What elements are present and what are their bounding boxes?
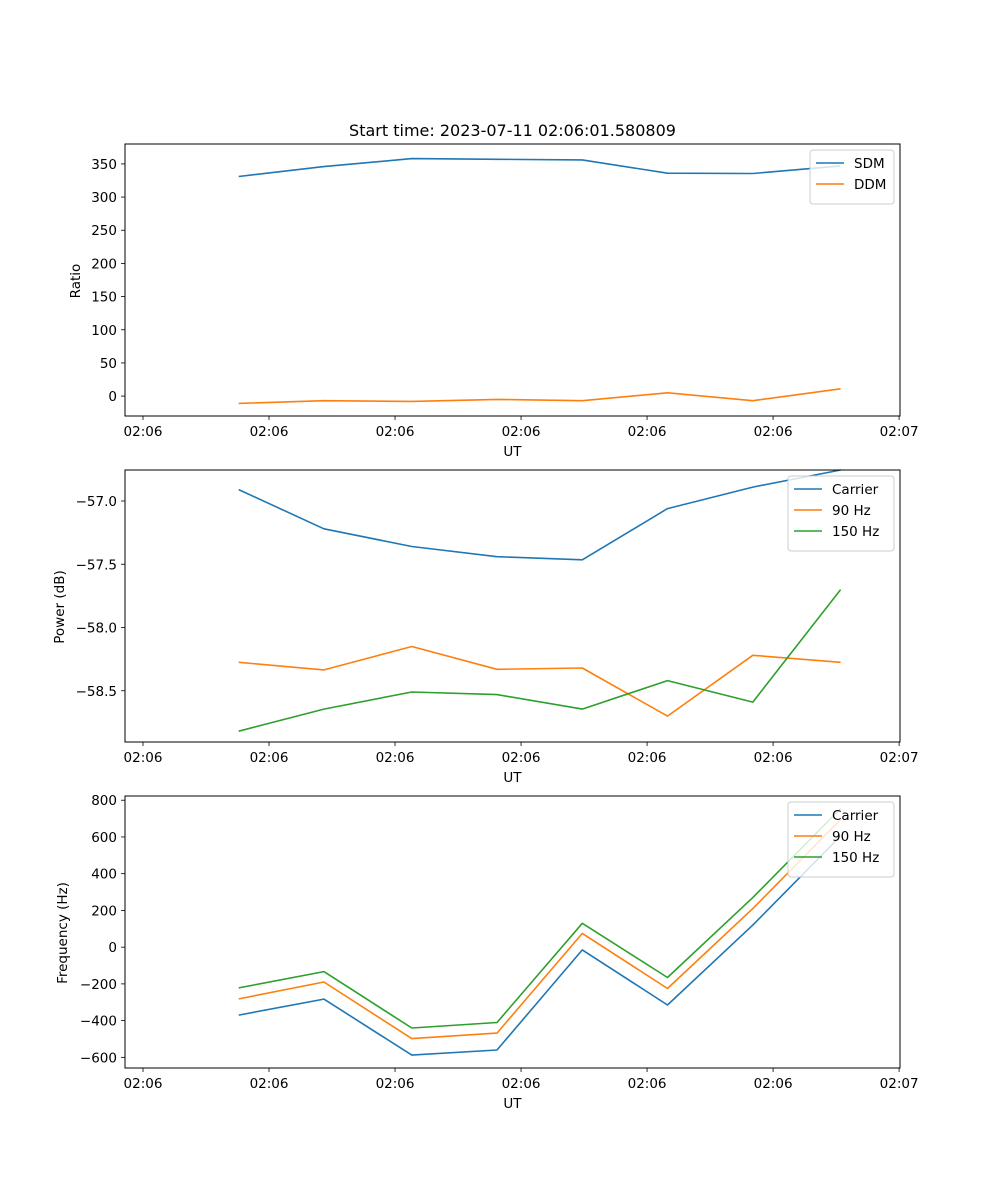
legend: Carrier 90 Hz 150 Hz (787, 475, 895, 552)
y-axis-label: Frequency (Hz) (55, 882, 71, 984)
x-tick-label: 02:06 (250, 1076, 289, 1092)
legend-label: Carrier (832, 808, 879, 824)
x-tick-label: 02:06 (628, 750, 667, 766)
series-line-90-hz (238, 818, 842, 1040)
x-tick-label: 02:06 (376, 424, 415, 440)
x-tick-label: 02:06 (124, 750, 163, 766)
y-tick-label: 200 (91, 256, 117, 272)
x-ticks: 02:06 02:06 02:06 02:06 02:06 02:06 02:07 (124, 416, 919, 440)
x-axis-label: UT (503, 1096, 522, 1112)
legend-box (787, 475, 895, 552)
x-tick-label: 02:06 (250, 750, 289, 766)
axes-frame (124, 143, 901, 417)
x-tick-label: 02:06 (502, 750, 541, 766)
x-tick-label: 02:07 (880, 750, 919, 766)
legend-label: Carrier (832, 482, 879, 498)
legend-label: DDM (854, 177, 886, 193)
y-tick-label: 100 (91, 323, 117, 339)
y-tick-label: 400 (91, 867, 117, 883)
legend-label: 150 Hz (832, 850, 879, 866)
x-tick-label: 02:06 (250, 424, 289, 440)
x-ticks: 02:06 02:06 02:06 02:06 02:06 02:06 02:07 (124, 1068, 919, 1092)
legend-label: 90 Hz (832, 829, 871, 845)
legend: SDM DDM (809, 149, 895, 205)
x-tick-label: 02:06 (124, 424, 163, 440)
legend-label: SDM (854, 156, 885, 172)
y-tick-label: 350 (91, 157, 117, 173)
y-axis-label: Power (dB) (52, 570, 68, 643)
series-line-carrier (238, 469, 841, 561)
x-tick-label: 02:06 (124, 1076, 163, 1092)
y-tick-label: −600 (80, 1050, 117, 1066)
series-line-90-hz (238, 645, 841, 717)
y-ticks: −600 −400 −200 0 200 400 600 800 (80, 793, 125, 1066)
y-axis-label: Ratio (68, 264, 84, 299)
series-layer (238, 157, 841, 405)
axes-frame (124, 795, 901, 1069)
panel-ratio: Start time: 2023-07-11 02:06:01.580809 U… (68, 121, 919, 460)
legend-box (787, 801, 895, 878)
y-tick-label: −57.0 (76, 494, 117, 510)
series-layer (238, 807, 842, 1056)
x-tick-label: 02:06 (754, 750, 793, 766)
x-tick-label: 02:06 (754, 424, 793, 440)
y-tick-label: −58.0 (76, 621, 117, 637)
x-tick-label: 02:06 (754, 1076, 793, 1092)
y-tick-label: 150 (91, 290, 117, 306)
y-tick-label: 0 (108, 940, 117, 956)
panel-frequency: UT Frequency (Hz) 02:06 02:06 02:06 02:06 02… (55, 793, 919, 1112)
y-tick-label: −57.5 (76, 557, 117, 573)
y-tick-label: 800 (91, 793, 117, 809)
series-line-carrier (238, 835, 842, 1056)
x-ticks: 02:06 02:06 02:06 02:06 02:06 02:06 02:07 (124, 742, 919, 766)
series-line-150-hz (238, 807, 842, 1029)
x-axis-label: UT (503, 770, 522, 786)
y-tick-label: 300 (91, 190, 117, 206)
x-tick-label: 02:06 (628, 1076, 667, 1092)
y-tick-label: −58.5 (76, 684, 117, 700)
x-tick-label: 02:06 (628, 424, 667, 440)
axes-frame (124, 469, 901, 743)
y-tick-label: 0 (108, 389, 117, 405)
y-tick-label: 600 (91, 830, 117, 846)
x-tick-label: 02:07 (880, 424, 919, 440)
x-tick-label: 02:06 (376, 1076, 415, 1092)
series-layer (238, 469, 842, 732)
series-line-sdm (238, 157, 841, 178)
y-ticks: 0 50 100 150 200 250 300 350 (91, 157, 125, 405)
x-tick-label: 02:06 (502, 1076, 541, 1092)
y-tick-label: 250 (91, 223, 117, 239)
y-tick-label: 50 (100, 356, 117, 372)
chart-title: Start time: 2023-07-11 02:06:01.580809 (349, 121, 676, 140)
y-tick-label: −400 (80, 1014, 117, 1030)
y-tick-label: −200 (80, 977, 117, 993)
panel-power: UT Power (dB) 02:06 02:06 02:06 02:06 02:06 0… (52, 469, 919, 786)
x-tick-label: 02:07 (880, 1076, 919, 1092)
x-axis-label: UT (503, 444, 522, 460)
series-line-ddm (238, 388, 841, 405)
series-line-150-hz (238, 589, 842, 732)
legend: Carrier 90 Hz 150 Hz (787, 801, 895, 878)
y-ticks: −57.0 −57.5 −58.0 −58.5 (76, 494, 125, 700)
x-tick-label: 02:06 (376, 750, 415, 766)
y-tick-label: 200 (91, 903, 117, 919)
legend-label: 150 Hz (832, 524, 879, 540)
x-tick-label: 02:06 (502, 424, 541, 440)
legend-label: 90 Hz (832, 503, 871, 519)
